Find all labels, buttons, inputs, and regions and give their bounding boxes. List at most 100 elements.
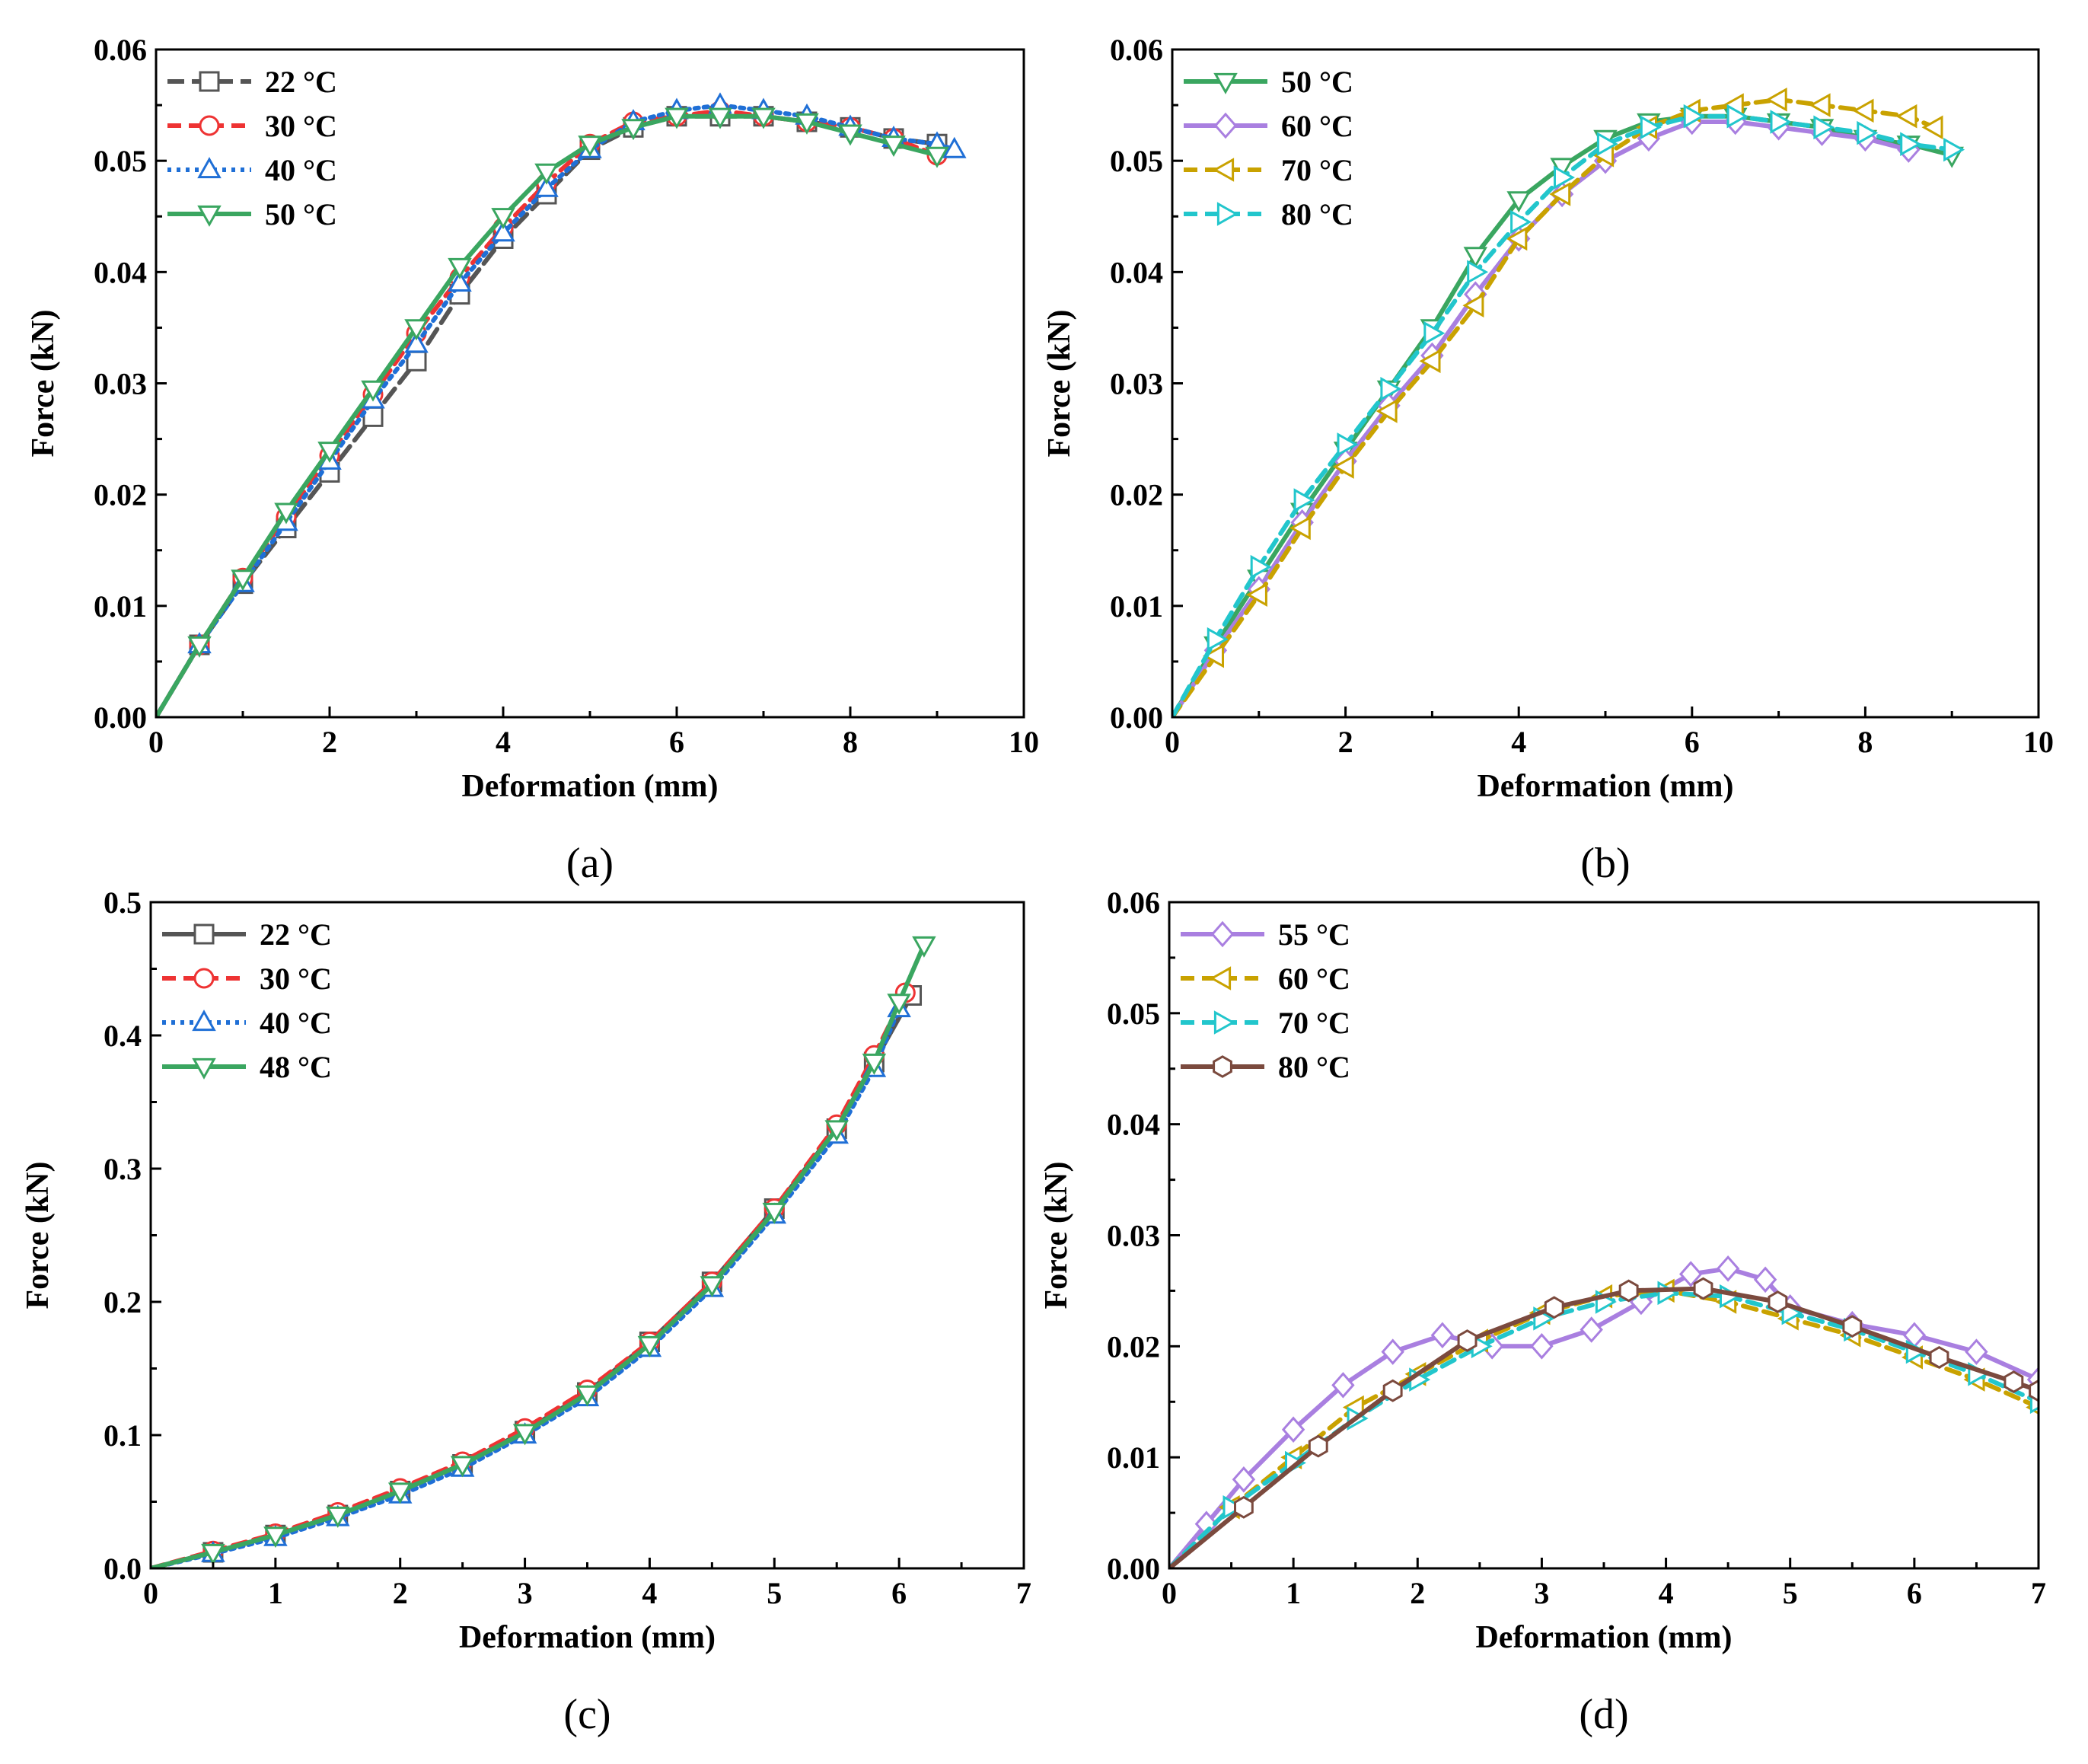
y-tick-label: 0.01	[1107, 1440, 1160, 1475]
x-tick-label: 0	[1162, 1576, 1177, 1610]
x-tick-label: 5	[1783, 1576, 1798, 1610]
data-point-marker	[1768, 1290, 1788, 1313]
data-point-marker	[708, 107, 732, 129]
series-50C	[156, 107, 949, 717]
legend-marker	[1213, 158, 1235, 182]
legend-label: 55 °C	[1278, 917, 1350, 952]
data-point-marker	[1683, 104, 1705, 129]
legend: 22 °C 30 °C 40 °C 50 °C	[167, 65, 337, 231]
data-point-marker	[448, 257, 472, 279]
data-point-marker	[2004, 1370, 2024, 1393]
data-point-marker	[512, 1424, 537, 1446]
data-point-marker	[1331, 1372, 1355, 1399]
data-point-marker	[1281, 1416, 1305, 1443]
x-tick-label: 5	[767, 1576, 782, 1610]
data-point-marker	[1852, 98, 1874, 123]
data-point-marker	[1921, 115, 1943, 140]
y-axis-title: Force (kN)	[26, 310, 61, 458]
legend-label: 70 °C	[1278, 1006, 1350, 1040]
y-axis-title: Force (kN)	[1039, 1162, 1074, 1309]
x-tick-label: 0	[148, 725, 164, 759]
x-tick-label: 7	[1016, 1576, 1031, 1610]
data-point-marker	[187, 636, 212, 658]
series-line	[1169, 1266, 2039, 1568]
data-point-marker	[925, 146, 949, 168]
legend-label: 60 °C	[1278, 962, 1350, 996]
data-point-marker	[1679, 1261, 1703, 1287]
data-point-marker	[578, 136, 602, 158]
data-point-marker	[1430, 1322, 1455, 1349]
x-tick-label: 10	[1009, 725, 1039, 759]
x-tick-label: 8	[1857, 725, 1873, 759]
data-point-marker	[1332, 455, 1354, 479]
x-tick-label: 2	[393, 1576, 408, 1610]
data-point-marker	[1245, 582, 1267, 607]
x-tick-label: 3	[518, 1576, 533, 1610]
data-point-marker	[1857, 120, 1879, 145]
data-point-marker	[1203, 643, 1224, 668]
data-point-marker	[1726, 104, 1749, 129]
data-point-marker	[1895, 104, 1917, 129]
x-axis-title: Deformation (mm)	[459, 1620, 716, 1655]
legend-marker	[1213, 112, 1238, 139]
data-point-marker	[700, 1276, 725, 1298]
legend-marker	[1210, 966, 1232, 990]
y-tick-label: 0.00	[94, 700, 147, 735]
data-point-marker	[404, 319, 429, 341]
y-tick-label: 0.03	[94, 367, 147, 401]
x-tick-label: 2	[1338, 725, 1353, 759]
y-tick-label: 0.05	[1110, 144, 1163, 178]
legend-label: 80 °C	[1278, 1050, 1350, 1084]
legend-label: 80 °C	[1281, 197, 1353, 231]
data-point-marker	[326, 1506, 350, 1528]
x-tick-label: 3	[1534, 1576, 1549, 1610]
data-point-marker	[1232, 1466, 1256, 1493]
y-tick-label: 0.1	[104, 1418, 142, 1453]
data-point-marker	[362, 406, 384, 427]
data-point-marker	[231, 569, 255, 592]
y-tick-label: 0.01	[1110, 589, 1163, 624]
y-tick-label: 0.03	[1107, 1219, 1160, 1253]
series-80C	[1172, 104, 1965, 717]
legend-label: 40 °C	[265, 153, 337, 187]
data-point-marker	[1463, 247, 1488, 269]
x-axis-title: Deformation (mm)	[461, 769, 718, 804]
data-point-marker	[1462, 293, 1484, 317]
y-tick-label: 0.5	[104, 885, 142, 920]
data-point-marker	[491, 220, 515, 242]
data-point-marker	[862, 1053, 887, 1075]
legend-label: 70 °C	[1281, 153, 1353, 187]
data-point-marker	[1380, 377, 1402, 401]
x-tick-label: 2	[322, 725, 337, 759]
data-point-marker	[317, 442, 342, 464]
plot-frame	[1168, 901, 2040, 1570]
panel-d: 0 1 2 3 4 5 6 7 0.00 0.01 0.02 0.03 0.04 0.05 0.06 Defo…	[1039, 885, 2046, 1738]
data-point-marker	[1716, 1255, 1740, 1282]
legend-label: 50 °C	[265, 197, 337, 231]
series-line	[151, 1006, 902, 1568]
data-point-marker	[1753, 1266, 1777, 1293]
panel-b: 0 2 4 6 8 10 0.00 0.01 0.02 0.03 0.04 0.05 0.06 Defor…	[1042, 33, 2054, 887]
panel-label: (d)	[1579, 1691, 1628, 1738]
x-axis-title: Deformation (mm)	[1475, 1620, 1732, 1655]
y-axis-title: Force (kN)	[1042, 310, 1077, 458]
data-point-marker	[1549, 182, 1571, 206]
data-point-marker	[534, 163, 559, 185]
panel-label: (b)	[1580, 840, 1630, 887]
y-tick-label: 0.02	[1107, 1329, 1160, 1364]
series-48C	[151, 936, 936, 1568]
x-tick-label: 1	[1286, 1576, 1301, 1610]
y-tick-label: 0.06	[1107, 885, 1160, 920]
data-point-marker	[912, 936, 936, 958]
legend-label: 22 °C	[265, 65, 337, 99]
legend-label: 50 °C	[1281, 65, 1353, 99]
x-tick-label: 4	[1511, 725, 1526, 759]
data-point-marker	[1842, 1315, 1863, 1338]
series-80C	[1169, 1277, 2039, 1568]
data-point-marker	[1234, 1495, 1254, 1519]
x-tick-label: 4	[642, 1576, 657, 1610]
data-point-marker	[1640, 115, 1662, 140]
data-point-marker	[1554, 165, 1575, 190]
data-point-marker	[887, 994, 911, 1016]
legend-marker	[1210, 920, 1235, 948]
